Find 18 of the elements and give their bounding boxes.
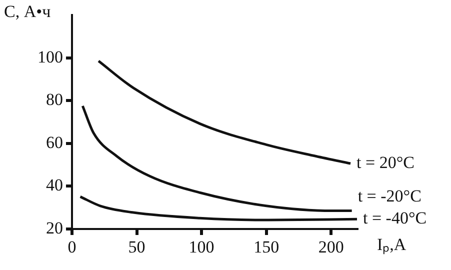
x-tick-label: 50 (128, 238, 146, 257)
line-series (97, 60, 352, 165)
line-series (81, 104, 354, 212)
y-tick-label: 60 (46, 132, 63, 152)
y-tick-label: 100 (38, 47, 63, 66)
x-tick-label: 0 (68, 238, 76, 257)
x-tick-label: 150 (254, 238, 280, 257)
y-axis-title: C, А•ч (4, 2, 52, 21)
x-tick-label: 100 (188, 238, 214, 257)
x-tick-label: 200 (318, 238, 344, 257)
line-series (79, 195, 357, 222)
annotation: t = 20°C (356, 152, 414, 172)
y-tick-label: 20 (46, 218, 63, 238)
y-tick-label: 80 (46, 90, 63, 110)
text: t = -40°C (363, 208, 427, 228)
x-axis-title: Iₚ,A (377, 234, 407, 255)
y-tick-label: 40 (46, 176, 63, 195)
text: t = -20°C (358, 186, 422, 206)
